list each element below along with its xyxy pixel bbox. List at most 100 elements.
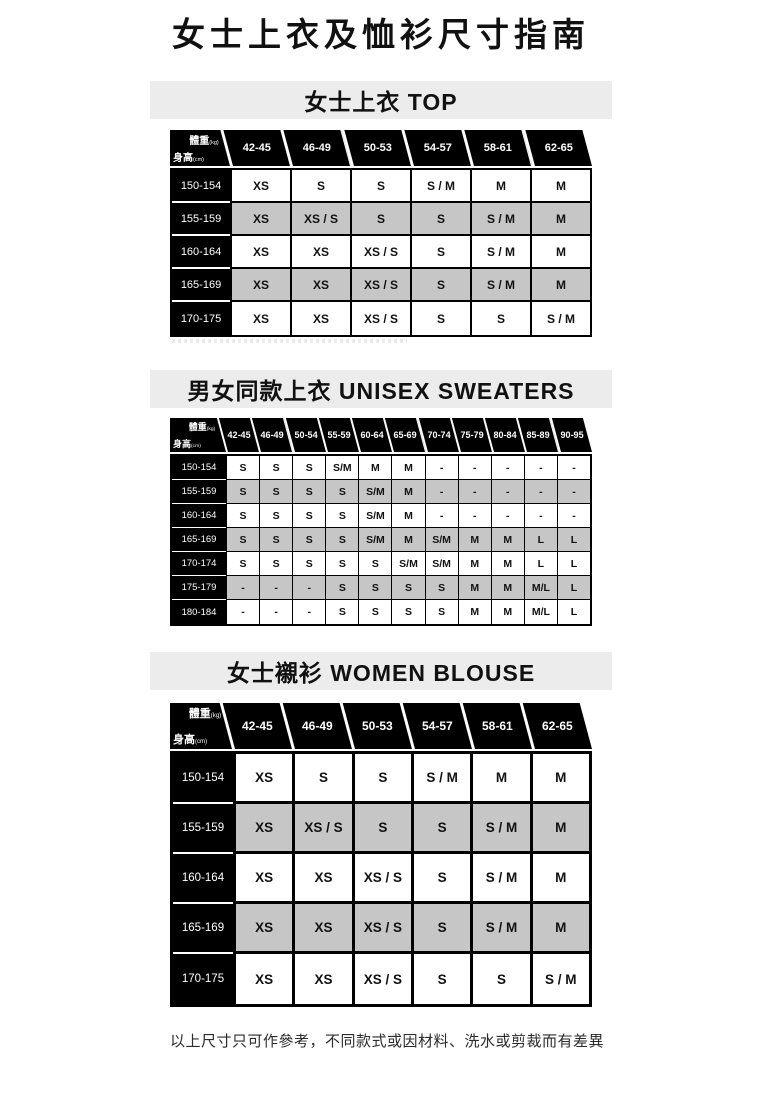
size-cell: M (457, 552, 491, 576)
size-cell: M (530, 203, 590, 236)
row-label-height-range: 160-164 (173, 854, 233, 904)
size-cell: - (457, 504, 491, 528)
column-header-text: 65-69 (393, 430, 417, 440)
size-cell: S (259, 528, 293, 552)
table-row: 150-154 S S S S/M M M - - - - - (172, 456, 591, 480)
size-cell: - (259, 576, 293, 600)
size-cell: XS / S (350, 302, 410, 335)
size-cell: S / M (529, 954, 589, 1004)
size-cell: - (556, 456, 591, 480)
column-headers: 42-45 46-49 50-53 54-57 58-61 62-65 (220, 130, 592, 166)
row-label-height-range: 165-169 (172, 269, 230, 302)
size-cell: S (351, 754, 411, 804)
column-header-weight-range: 54-57 (401, 130, 472, 166)
size-cell: M (457, 600, 491, 624)
size-cell: S (226, 552, 260, 576)
size-cell: S (358, 552, 392, 576)
column-header-weight-range: 62-65 (519, 703, 592, 749)
size-cell: S (358, 576, 392, 600)
column-header-text: 46-49 (301, 719, 333, 733)
height-label: 身高(cm) (173, 439, 201, 449)
table-row: 155-159 S S S S S/M M - - - - - (172, 480, 591, 504)
size-cell: XS / S (290, 203, 350, 236)
size-cell: - (523, 480, 557, 504)
corner-cell: 體重(kg) 身高(cm) (170, 130, 230, 166)
height-label: 身高(cm) (173, 153, 204, 164)
section-header-unisex-sweaters: 男女同款上衣 UNISEX SWEATERS (150, 370, 612, 408)
column-header-weight-range: 50-53 (341, 130, 411, 166)
height-unit: (cm) (195, 739, 208, 745)
size-cell: XS / S (350, 269, 410, 302)
size-cell: M (529, 904, 589, 954)
size-cell: S (424, 576, 458, 600)
size-cell: S (351, 804, 411, 854)
size-table-women-blouse: 體重(kg) 身高(cm) 42-45 46-49 50-53 54-57 58-61 62-… (170, 703, 592, 1007)
size-cell: L (523, 552, 557, 576)
size-cell: S/M (358, 480, 392, 504)
column-headers: 42-45 46-49 50-53 54-57 58-61 62-65 (219, 703, 592, 749)
column-header-text: 62-65 (544, 142, 573, 154)
size-cell: XS (230, 236, 290, 269)
row-label-height-range: 150-154 (172, 456, 226, 480)
size-cell: S (325, 504, 359, 528)
column-header-text: 85-89 (526, 430, 550, 440)
size-cell: S (424, 600, 458, 624)
size-cell: M (530, 236, 590, 269)
size-cell: S (391, 576, 425, 600)
column-header-text: 42-45 (242, 142, 271, 154)
size-cell: - (292, 576, 326, 600)
size-cell: S (325, 480, 359, 504)
size-cell: M (391, 504, 425, 528)
size-cell: S (292, 504, 326, 528)
column-header-text: 58-61 (481, 719, 513, 733)
size-cell: S / M (470, 804, 530, 854)
row-label-height-range: 150-154 (172, 170, 230, 203)
size-cell: XS (290, 269, 350, 302)
height-unit: (cm) (191, 444, 201, 449)
size-cell: S (410, 269, 470, 302)
size-cell: S (259, 504, 293, 528)
size-cell: XS (292, 904, 352, 954)
size-cell: S (350, 203, 410, 236)
size-cell: S (226, 456, 260, 480)
size-cell: L (556, 600, 591, 624)
size-cell: - (490, 504, 524, 528)
column-header-text: 62-65 (541, 719, 573, 733)
size-cell: S (325, 576, 359, 600)
size-cell: - (226, 576, 260, 600)
table-header-row: 體重(kg) 身高(cm) 42-45 46-49 50-54 55-59 60-64 65-… (170, 418, 592, 452)
size-cell: - (490, 456, 524, 480)
size-cell: XS / S (351, 904, 411, 954)
row-label-height-range: 165-169 (173, 904, 233, 954)
faint-footnote-artifact (172, 339, 407, 343)
size-cell: S (470, 954, 530, 1004)
size-cell: S (410, 954, 471, 1004)
size-cell: S (410, 236, 470, 269)
size-cell: S (292, 528, 326, 552)
size-cell: S/M (424, 552, 458, 576)
size-cell: S (410, 854, 471, 904)
size-cell: XS / S (292, 804, 352, 854)
row-label-height-range: 170-174 (172, 552, 226, 576)
size-cell: XS / S (350, 236, 410, 269)
size-cell: S (259, 480, 293, 504)
size-cell: XS (233, 804, 293, 854)
size-cell: S (226, 528, 260, 552)
section-header-women-top: 女士上衣 TOP (150, 81, 612, 119)
size-table-unisex-sweaters: 體重(kg) 身高(cm) 42-45 46-49 50-54 55-59 60-64 65-… (170, 418, 592, 626)
size-cell: XS (292, 954, 352, 1004)
column-header-weight-range: 62-65 (521, 130, 592, 166)
size-cell: S (350, 170, 410, 203)
size-cell: S (292, 754, 352, 804)
size-cell: - (556, 504, 591, 528)
row-label-height-range: 160-164 (172, 236, 230, 269)
size-cell: M (490, 576, 524, 600)
section-header-women-blouse: 女士襯衫 WOMEN BLOUSE (150, 652, 612, 690)
size-cell: L (556, 528, 591, 552)
